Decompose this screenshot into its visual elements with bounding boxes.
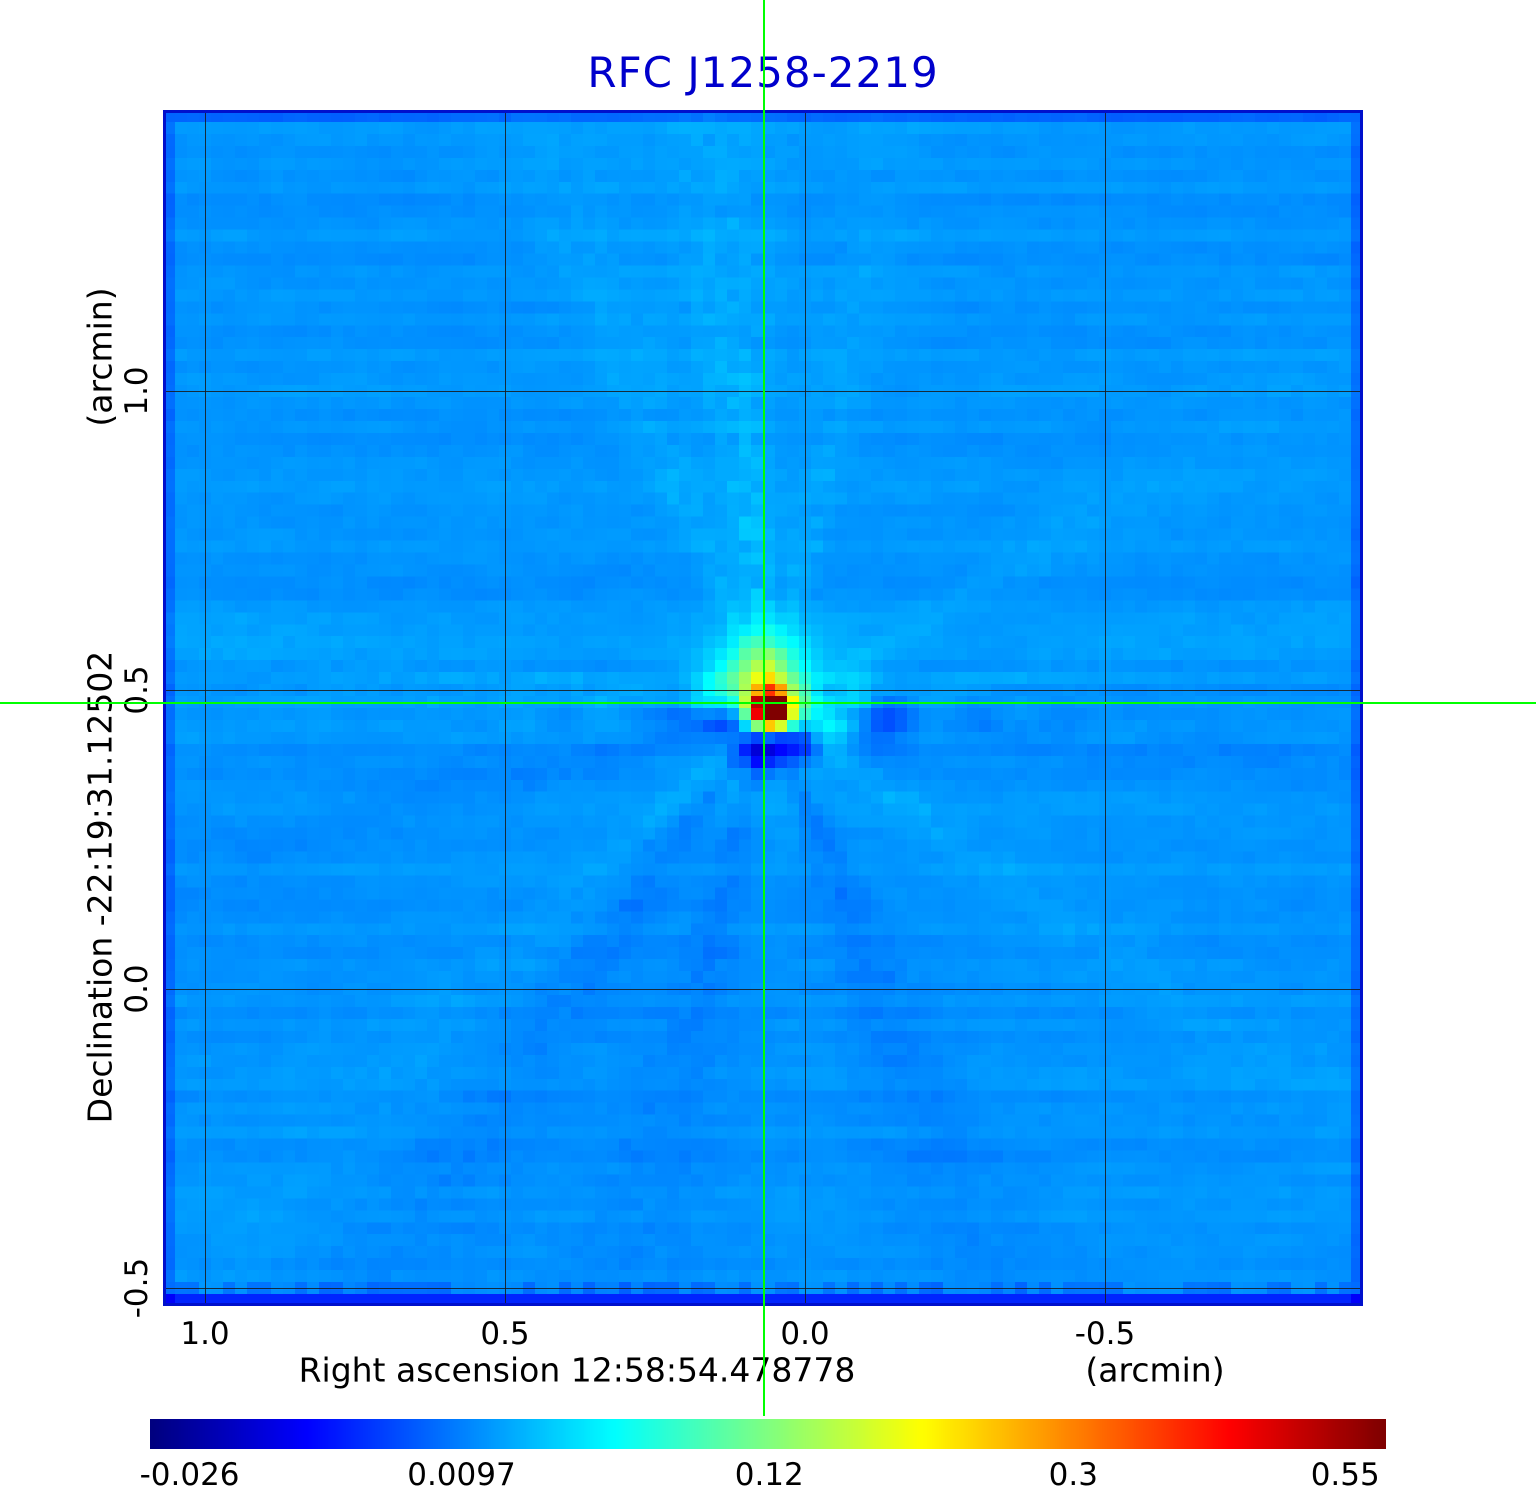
x-axis-unit: (arcmin) xyxy=(1085,1350,1225,1390)
chart-title: RFC J1258-2219 xyxy=(587,48,939,97)
colorbar-tick-label: 0.55 xyxy=(1310,1457,1380,1493)
colorbar xyxy=(150,1419,1386,1449)
gridline-horizontal xyxy=(163,689,1363,691)
colorbar-tick-label: -0.026 xyxy=(139,1457,240,1493)
x-tick-label: 0.0 xyxy=(780,1316,830,1352)
colorbar-tick-label: 0.0097 xyxy=(407,1457,516,1493)
x-tick-label: 0.5 xyxy=(480,1316,530,1352)
plot-area xyxy=(163,110,1363,1306)
x-tick-label: -0.5 xyxy=(1074,1316,1136,1352)
gridline-vertical xyxy=(204,110,206,1306)
colorbar-tick-label: 0.12 xyxy=(734,1457,804,1493)
y-axis-unit: (arcmin) xyxy=(80,287,120,427)
y-tick-label: 0.5 xyxy=(119,665,155,715)
x-tick-label: 1.0 xyxy=(180,1316,230,1352)
colorbar-tick-label: 0.3 xyxy=(1048,1457,1098,1493)
y-axis-label: Declination -22:19:31.12502 xyxy=(80,650,120,1124)
gridline-vertical xyxy=(1104,110,1106,1306)
gridline-vertical xyxy=(504,110,506,1306)
gridline-vertical xyxy=(804,110,806,1306)
gridline-horizontal xyxy=(163,988,1363,990)
gridline-horizontal xyxy=(163,390,1363,392)
y-tick-label: -0.5 xyxy=(119,1257,155,1319)
colorbar-gradient xyxy=(150,1419,1386,1449)
y-tick-label: 0.0 xyxy=(119,964,155,1014)
heatmap-image xyxy=(163,110,1363,1306)
x-axis-label: Right ascension 12:58:54.478778 xyxy=(298,1350,856,1390)
y-tick-label: 1.0 xyxy=(119,366,155,416)
gridline-horizontal xyxy=(163,1287,1363,1289)
colorbar-labels: -0.026 0.0097 0.12 0.3 0.55 xyxy=(140,1455,1386,1497)
